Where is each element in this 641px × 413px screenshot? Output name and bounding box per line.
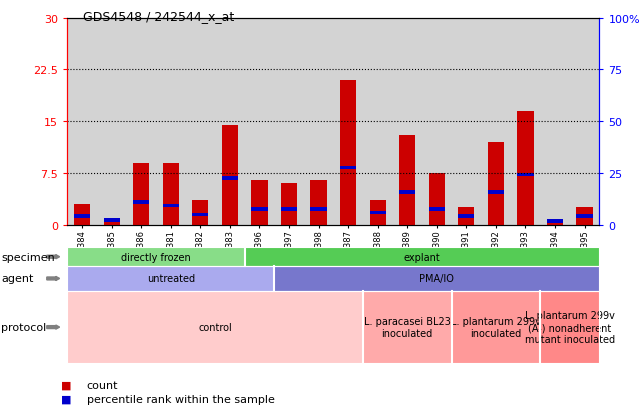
Bar	[369, 211, 386, 215]
Bar	[103, 219, 120, 222]
Bar	[222, 125, 238, 225]
Bar	[576, 208, 593, 225]
Bar	[163, 163, 179, 225]
Bar	[163, 204, 179, 208]
Bar	[222, 177, 238, 180]
Bar	[133, 201, 149, 204]
Text: directly frozen: directly frozen	[121, 252, 191, 262]
Text: protocol: protocol	[1, 322, 47, 332]
Bar	[458, 208, 474, 225]
Bar	[488, 191, 504, 194]
Text: agent: agent	[1, 274, 34, 284]
Bar	[547, 221, 563, 225]
Text: percentile rank within the sample: percentile rank within the sample	[87, 394, 274, 404]
Bar	[251, 208, 267, 211]
Text: untreated: untreated	[147, 274, 195, 284]
Text: control: control	[198, 322, 232, 332]
Bar	[310, 180, 327, 225]
Bar	[310, 208, 327, 211]
Bar	[429, 173, 445, 225]
Bar	[517, 112, 533, 225]
Text: L. plantarum 299v
(A-) nonadherent
mutant inoculated: L. plantarum 299v (A-) nonadherent mutan…	[525, 311, 615, 344]
Text: explant: explant	[404, 252, 440, 262]
Bar	[340, 166, 356, 170]
Bar	[133, 163, 149, 225]
Text: specimen: specimen	[1, 252, 55, 262]
Bar	[517, 173, 533, 177]
Text: L. plantarum 299v
inoculated: L. plantarum 299v inoculated	[451, 316, 541, 338]
Bar	[429, 208, 445, 211]
Bar	[192, 214, 208, 217]
Bar	[281, 208, 297, 211]
Bar	[74, 204, 90, 225]
Bar	[103, 220, 120, 225]
Text: count: count	[87, 380, 118, 390]
Bar	[399, 135, 415, 225]
Bar	[281, 184, 297, 225]
Bar	[192, 201, 208, 225]
Text: GDS4548 / 242544_x_at: GDS4548 / 242544_x_at	[83, 10, 235, 23]
Text: ■: ■	[61, 394, 71, 404]
Text: L. paracasei BL23
inoculated: L. paracasei BL23 inoculated	[364, 316, 451, 338]
Bar	[458, 215, 474, 218]
Bar	[547, 220, 563, 223]
Bar	[399, 191, 415, 194]
Bar	[576, 215, 593, 218]
Text: ■: ■	[61, 380, 71, 390]
Bar	[488, 142, 504, 225]
Text: PMA/IO: PMA/IO	[419, 274, 454, 284]
Bar	[251, 180, 267, 225]
Bar	[74, 215, 90, 218]
Bar	[340, 81, 356, 225]
Bar	[369, 201, 386, 225]
